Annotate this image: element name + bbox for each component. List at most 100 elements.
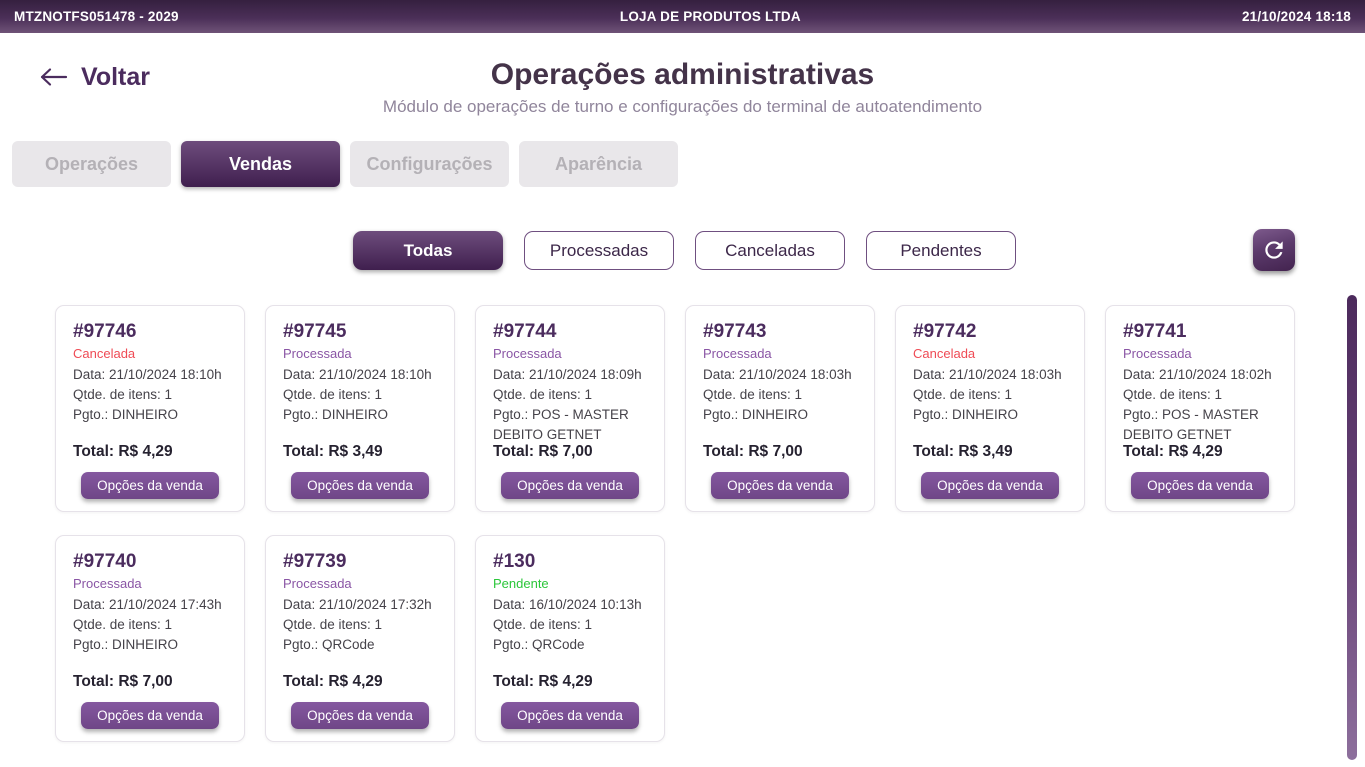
sale-status-badge: Cancelada xyxy=(913,346,976,361)
filter-processadas[interactable]: Processadas xyxy=(524,231,674,270)
sale-status-badge: Processada xyxy=(283,346,352,361)
tab-label: Vendas xyxy=(228,153,293,174)
sale-total: Total: R$ 4,29 xyxy=(1123,443,1223,460)
sale-status-badge: Processada xyxy=(73,576,142,591)
sales-grid: #97746 Cancelada Data: 21/10/2024 18:10h… xyxy=(55,305,1295,742)
filter-label: Todas xyxy=(403,240,453,260)
sale-details: Data: 21/10/2024 18:10h Qtde. de itens: … xyxy=(283,365,441,425)
sale-payment: Pgto.: DINHEIRO xyxy=(703,407,809,422)
sale-date: Data: 21/10/2024 18:03h xyxy=(913,367,1062,382)
sale-options-button[interactable]: Opções da venda xyxy=(501,702,639,729)
tab-aparência[interactable]: Aparência xyxy=(519,141,678,187)
sale-status-badge: Processada xyxy=(283,576,352,591)
sale-date: Data: 21/10/2024 17:32h xyxy=(283,597,432,612)
page-subtitle: Módulo de operações de turno e configura… xyxy=(382,97,983,116)
page-title: Operações administrativas xyxy=(490,58,875,91)
sale-details: Data: 21/10/2024 18:09h Qtde. de itens: … xyxy=(493,365,651,445)
sale-items-count: Qtde. de itens: 1 xyxy=(703,387,803,402)
filter-todas[interactable]: Todas xyxy=(353,231,503,270)
tab-vendas[interactable]: Vendas xyxy=(181,141,340,187)
refresh-icon xyxy=(1261,237,1287,263)
sale-date: Data: 21/10/2024 18:03h xyxy=(703,367,852,382)
sale-options-button[interactable]: Opções da venda xyxy=(81,472,219,499)
sale-options-button[interactable]: Opções da venda xyxy=(291,472,429,499)
sale-card: #130 Pendente Data: 16/10/2024 10:13h Qt… xyxy=(475,535,665,742)
back-label: Voltar xyxy=(81,62,150,91)
sale-total: Total: R$ 3,49 xyxy=(913,443,1013,460)
sale-details: Data: 21/10/2024 18:03h Qtde. de itens: … xyxy=(913,365,1071,425)
sale-items-count: Qtde. de itens: 1 xyxy=(1123,387,1223,402)
tab-label: Aparência xyxy=(554,153,643,174)
sale-items-count: Qtde. de itens: 1 xyxy=(493,387,593,402)
filter-label: Canceladas xyxy=(725,240,815,260)
sale-card: #97742 Cancelada Data: 21/10/2024 18:03h… xyxy=(895,305,1085,512)
sale-id: #97739 xyxy=(283,551,347,572)
sale-id: #97744 xyxy=(493,321,557,342)
sale-items-count: Qtde. de itens: 1 xyxy=(283,387,383,402)
sale-details: Data: 21/10/2024 18:02h Qtde. de itens: … xyxy=(1123,365,1281,445)
sale-payment: Pgto.: QRCode xyxy=(283,637,375,652)
sale-payment: Pgto.: DINHEIRO xyxy=(913,407,1019,422)
sale-total: Total: R$ 7,00 xyxy=(703,443,803,460)
tab-operações[interactable]: Operações xyxy=(12,141,171,187)
sale-card: #97739 Processada Data: 21/10/2024 17:32… xyxy=(265,535,455,742)
page-header: Operações administrativas Módulo de oper… xyxy=(0,58,1365,117)
tab-configurações[interactable]: Configurações xyxy=(350,141,509,187)
top-bar: MTZNOTFS051478 - 2029 LOJA DE PRODUTOS L… xyxy=(0,0,1365,33)
sale-total: Total: R$ 4,29 xyxy=(73,443,173,460)
sale-id: #97743 xyxy=(703,321,767,342)
sale-options-button[interactable]: Opções da venda xyxy=(501,472,639,499)
sale-total: Total: R$ 4,29 xyxy=(283,673,383,690)
sale-details: Data: 21/10/2024 18:10h Qtde. de itens: … xyxy=(73,365,231,425)
sale-options-button[interactable]: Opções da venda xyxy=(291,702,429,729)
sale-options-button[interactable]: Opções da venda xyxy=(711,472,849,499)
terminal-id: MTZNOTFS051478 - 2029 xyxy=(14,9,179,24)
sale-options-button[interactable]: Opções da venda xyxy=(921,472,1059,499)
filter-canceladas[interactable]: Canceladas xyxy=(695,231,845,270)
sale-date: Data: 21/10/2024 18:09h xyxy=(493,367,642,382)
sale-payment: Pgto.: DINHEIRO xyxy=(283,407,389,422)
sale-options-button[interactable]: Opções da venda xyxy=(81,702,219,729)
datetime: 21/10/2024 18:18 xyxy=(1241,9,1351,24)
filter-pendentes[interactable]: Pendentes xyxy=(866,231,1016,270)
sale-card: #97745 Processada Data: 21/10/2024 18:10… xyxy=(265,305,455,512)
filter-label: Pendentes xyxy=(900,240,982,260)
sale-id: #97745 xyxy=(283,321,347,342)
sale-status-badge: Cancelada xyxy=(73,346,136,361)
filter-label: Processadas xyxy=(549,240,649,260)
sale-status-badge: Processada xyxy=(493,346,562,361)
refresh-button[interactable] xyxy=(1253,229,1295,271)
sale-payment: Pgto.: DINHEIRO xyxy=(73,637,179,652)
sale-details: Data: 21/10/2024 17:43h Qtde. de itens: … xyxy=(73,595,231,655)
vertical-scrollbar-thumb[interactable] xyxy=(1347,295,1357,760)
sale-id: #97741 xyxy=(1123,321,1187,342)
sale-payment: Pgto.: POS - MASTER DEBITO GETNET xyxy=(493,407,629,442)
back-button[interactable]: Voltar xyxy=(38,60,150,94)
sale-card: #97741 Processada Data: 21/10/2024 18:02… xyxy=(1105,305,1295,512)
sale-total: Total: R$ 7,00 xyxy=(493,443,593,460)
sale-card: #97746 Cancelada Data: 21/10/2024 18:10h… xyxy=(55,305,245,512)
sale-status-badge: Pendente xyxy=(493,576,549,591)
sale-total: Total: R$ 7,00 xyxy=(73,673,173,690)
sale-items-count: Qtde. de itens: 1 xyxy=(73,387,173,402)
sale-items-count: Qtde. de itens: 1 xyxy=(913,387,1013,402)
sale-date: Data: 21/10/2024 18:02h xyxy=(1123,367,1272,382)
sale-total: Total: R$ 4,29 xyxy=(493,673,593,690)
sale-filters: Todas Processadas Canceladas Pendentes xyxy=(353,231,1016,270)
main-tabs: Operações Vendas Configurações Aparência xyxy=(12,141,678,187)
back-arrow-icon xyxy=(38,66,68,88)
sale-items-count: Qtde. de itens: 1 xyxy=(283,617,383,632)
sale-date: Data: 21/10/2024 18:10h xyxy=(283,367,432,382)
sale-details: Data: 21/10/2024 17:32h Qtde. de itens: … xyxy=(283,595,441,655)
sale-id: #97740 xyxy=(73,551,137,572)
tab-label: Operações xyxy=(44,153,139,174)
sale-payment: Pgto.: POS - MASTER DEBITO GETNET xyxy=(1123,407,1259,442)
sale-id: #97746 xyxy=(73,321,137,342)
sale-details: Data: 16/10/2024 10:13h Qtde. de itens: … xyxy=(493,595,651,655)
sale-card: #97740 Processada Data: 21/10/2024 17:43… xyxy=(55,535,245,742)
store-name: LOJA DE PRODUTOS LTDA xyxy=(619,9,801,24)
sale-total: Total: R$ 3,49 xyxy=(283,443,383,460)
sale-options-button[interactable]: Opções da venda xyxy=(1131,472,1269,499)
sale-card: #97744 Processada Data: 21/10/2024 18:09… xyxy=(475,305,665,512)
sale-date: Data: 16/10/2024 10:13h xyxy=(493,597,642,612)
